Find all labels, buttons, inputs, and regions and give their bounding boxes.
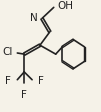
Text: N: N <box>30 14 38 24</box>
Text: F: F <box>5 76 10 86</box>
Text: F: F <box>21 90 27 100</box>
Text: OH: OH <box>58 1 74 11</box>
Text: Cl: Cl <box>2 47 12 57</box>
Text: F: F <box>38 76 44 86</box>
